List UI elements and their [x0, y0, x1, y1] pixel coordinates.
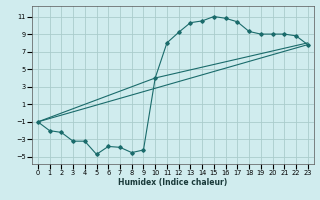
- X-axis label: Humidex (Indice chaleur): Humidex (Indice chaleur): [118, 178, 228, 187]
